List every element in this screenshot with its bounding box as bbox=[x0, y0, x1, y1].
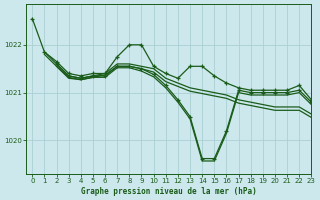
X-axis label: Graphe pression niveau de la mer (hPa): Graphe pression niveau de la mer (hPa) bbox=[81, 187, 257, 196]
